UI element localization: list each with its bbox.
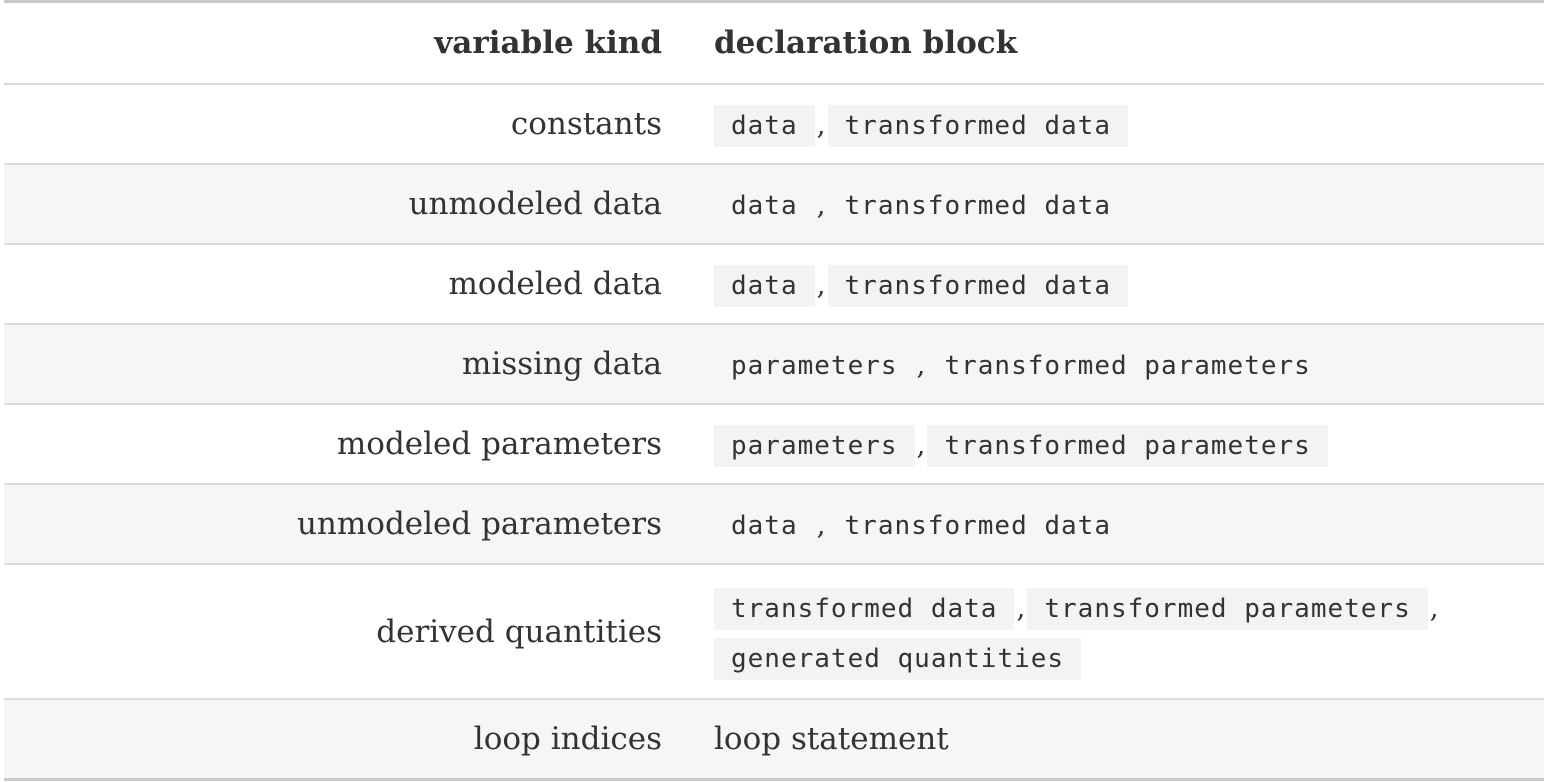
table-row: missing data parameters, transformed para… bbox=[4, 324, 1544, 404]
separator: , bbox=[1429, 590, 1439, 624]
variable-kind-cell: derived quantities bbox=[376, 613, 662, 650]
declaration-block-cell: data, transformed data bbox=[662, 84, 1544, 164]
block-code: transformed data bbox=[827, 105, 1128, 147]
block-code: transformed parameters bbox=[927, 425, 1328, 467]
table-row: constants data, transformed data bbox=[4, 84, 1544, 164]
table-row: unmodeled data data, transformed data bbox=[4, 164, 1544, 244]
separator: , bbox=[1016, 590, 1026, 624]
declaration-block-cell: data, transformed data bbox=[662, 484, 1544, 564]
declaration-block-cell: data, transformed data bbox=[662, 164, 1544, 244]
variable-kind-cell: modeled parameters bbox=[336, 426, 662, 462]
separator: , bbox=[916, 348, 926, 381]
block-code: parameters bbox=[714, 425, 915, 467]
declaration-block-cell: transformed data, transformed parameters,… bbox=[662, 564, 1544, 699]
block-code: transformed data bbox=[827, 505, 1128, 547]
block-code: transformed data bbox=[714, 587, 1015, 630]
declaration-line: transformed data, transformed parameters, bbox=[714, 587, 1544, 630]
separator: , bbox=[816, 268, 826, 301]
block-code: transformed parameters bbox=[1027, 587, 1428, 630]
block-code: data bbox=[714, 105, 815, 147]
variable-kind-table: variable kind declaration block constant… bbox=[4, 0, 1544, 781]
table-header-row: variable kind declaration block bbox=[4, 1, 1544, 85]
header-variable-kind: variable kind bbox=[4, 1, 662, 85]
variable-kind-cell: modeled data bbox=[448, 266, 662, 302]
table-row: modeled parameters parameters, transforme… bbox=[4, 404, 1544, 484]
declaration-block-cell: parameters, transformed parameters bbox=[662, 404, 1544, 484]
block-code: generated quantities bbox=[714, 637, 1082, 680]
table-row: modeled data data, transformed data bbox=[4, 244, 1544, 324]
table-row: derived quantities transformed data, tran… bbox=[4, 564, 1544, 699]
separator: , bbox=[816, 508, 826, 541]
declaration-line: generated quantities bbox=[714, 637, 1544, 680]
variable-kind-cell: loop indices bbox=[473, 721, 662, 757]
block-code: parameters bbox=[714, 345, 915, 387]
declaration-block-cell: data, transformed data bbox=[662, 244, 1544, 324]
separator: , bbox=[816, 108, 826, 141]
block-code: transformed data bbox=[827, 265, 1128, 307]
block-code: transformed parameters bbox=[927, 345, 1328, 387]
block-code: data bbox=[714, 185, 815, 227]
table-row: loop indices loop statement bbox=[4, 699, 1544, 780]
separator: , bbox=[816, 188, 826, 221]
variable-kind-cell: unmodeled parameters bbox=[296, 506, 662, 542]
table-row: unmodeled parameters data, transformed da… bbox=[4, 484, 1544, 564]
variable-kind-cell: constants bbox=[510, 106, 662, 142]
block-code: data bbox=[714, 265, 815, 307]
variable-kind-cell: missing data bbox=[462, 346, 662, 382]
separator: , bbox=[916, 428, 926, 461]
block-code: data bbox=[714, 505, 815, 547]
declaration-block-cell: parameters, transformed parameters bbox=[662, 324, 1544, 404]
variable-kind-cell: unmodeled data bbox=[408, 186, 662, 222]
header-declaration-block: declaration block bbox=[662, 1, 1544, 85]
declaration-block-cell: loop statement bbox=[714, 721, 949, 757]
block-code: transformed data bbox=[827, 185, 1128, 227]
